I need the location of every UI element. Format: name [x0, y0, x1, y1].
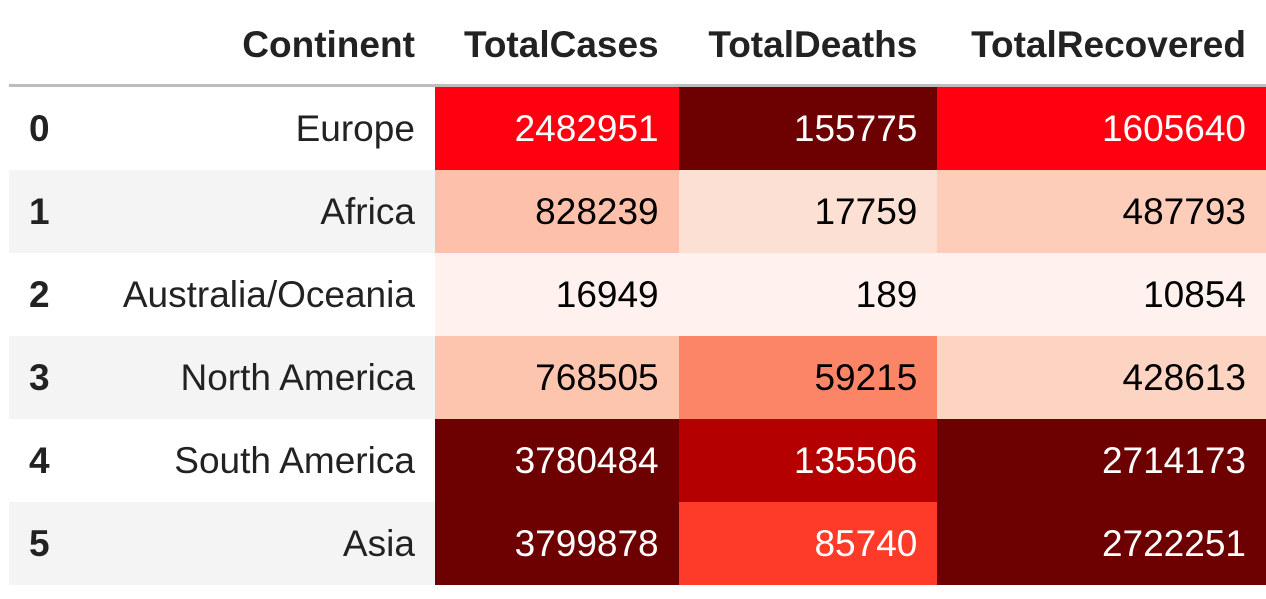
- row-index: 1: [9, 170, 69, 253]
- heatmap-cell-totalrecovered: 2714173: [937, 419, 1266, 502]
- heatmap-table: Continent TotalCases TotalDeaths TotalRe…: [9, 6, 1266, 585]
- heatmap-cell-totalrecovered: 10854: [937, 253, 1266, 336]
- heatmap-cell-totalrecovered: 428613: [937, 336, 1266, 419]
- heatmap-cell-totalcases: 3799878: [434, 502, 679, 585]
- heatmap-cell-totalrecovered: 2722251: [937, 502, 1266, 585]
- heatmap-cell-totaldeaths: 189: [678, 253, 938, 336]
- heatmap-cell-totaldeaths: 135506: [678, 419, 938, 502]
- heatmap-cell-totalcases: 828239: [434, 170, 679, 253]
- heatmap-cell-totaldeaths: 85740: [678, 502, 938, 585]
- table-row: 2 Australia/Oceania 16949 189 10854: [9, 253, 1266, 336]
- table-body: 0 Europe 2482951 155775 1605640 1 Africa 828239…: [9, 85, 1266, 585]
- heatmap-cell-totalrecovered: 1605640: [937, 85, 1266, 170]
- index-header-blank: [9, 6, 69, 87]
- table-header: Continent TotalCases TotalDeaths TotalRe…: [9, 6, 1266, 87]
- table-row: 5 Asia 3799878 85740 2722251: [9, 502, 1266, 585]
- cell-continent: South America: [68, 419, 435, 502]
- column-header-continent: Continent: [68, 6, 435, 87]
- heatmap-cell-totaldeaths: 59215: [678, 336, 938, 419]
- row-index: 4: [9, 419, 69, 502]
- heatmap-cell-totalcases: 2482951: [434, 85, 679, 170]
- heatmap-cell-totalcases: 16949: [434, 253, 679, 336]
- row-index: 5: [9, 502, 69, 585]
- column-header-totaldeaths: TotalDeaths: [678, 6, 938, 87]
- cell-continent: Europe: [68, 85, 435, 170]
- row-index: 3: [9, 336, 69, 419]
- heatmap-cell-totalcases: 768505: [434, 336, 679, 419]
- table-row: 1 Africa 828239 17759 487793: [9, 170, 1266, 253]
- heatmap-cell-totaldeaths: 155775: [678, 85, 938, 170]
- column-header-totalcases: TotalCases: [434, 6, 679, 87]
- table-row: 4 South America 3780484 135506 2714173: [9, 419, 1266, 502]
- table-row: 0 Europe 2482951 155775 1605640: [9, 85, 1266, 170]
- row-index: 0: [9, 85, 69, 170]
- cell-continent: Australia/Oceania: [68, 253, 435, 336]
- header-row: Continent TotalCases TotalDeaths TotalRe…: [9, 6, 1266, 87]
- styled-dataframe: Continent TotalCases TotalDeaths TotalRe…: [9, 6, 1266, 585]
- heatmap-cell-totaldeaths: 17759: [678, 170, 938, 253]
- row-index: 2: [9, 253, 69, 336]
- cell-continent: Africa: [68, 170, 435, 253]
- column-header-totalrecovered: TotalRecovered: [937, 6, 1266, 87]
- cell-continent: Asia: [68, 502, 435, 585]
- heatmap-cell-totalrecovered: 487793: [937, 170, 1266, 253]
- cell-continent: North America: [68, 336, 435, 419]
- heatmap-cell-totalcases: 3780484: [434, 419, 679, 502]
- table-row: 3 North America 768505 59215 428613: [9, 336, 1266, 419]
